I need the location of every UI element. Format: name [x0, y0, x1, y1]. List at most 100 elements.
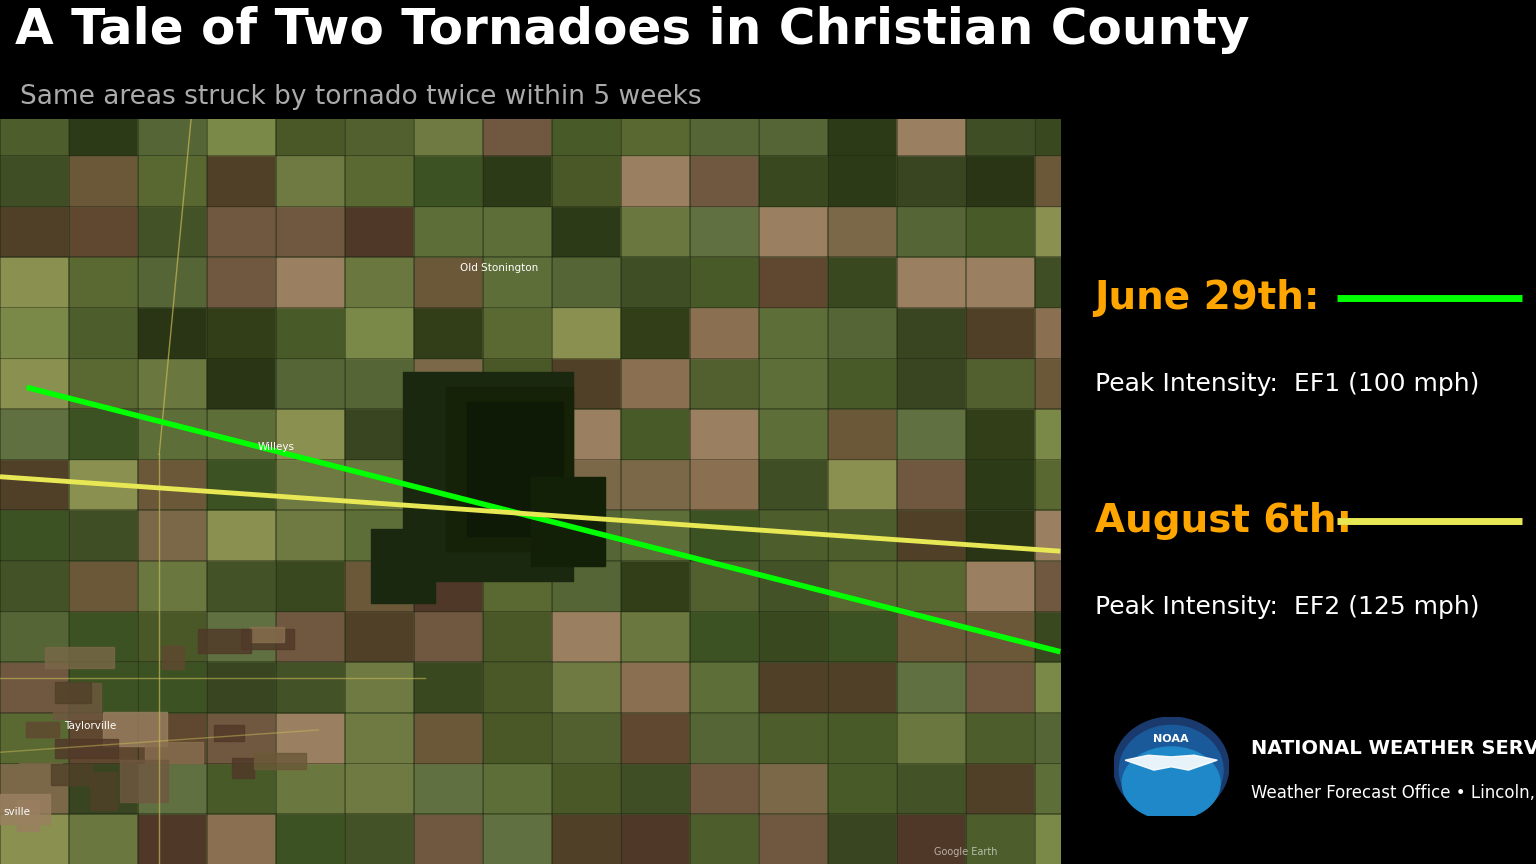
Bar	[346, 207, 412, 257]
Bar	[828, 410, 895, 459]
Bar	[551, 764, 619, 813]
Bar	[207, 714, 273, 763]
Bar	[138, 207, 204, 257]
Bar	[551, 257, 619, 307]
Bar	[1035, 815, 1101, 864]
Bar	[69, 308, 135, 358]
Bar	[346, 511, 412, 560]
Bar	[828, 562, 895, 611]
Bar	[138, 613, 204, 662]
Bar	[346, 105, 412, 155]
Bar	[828, 714, 895, 763]
Bar	[207, 663, 273, 712]
Text: NATIONAL WEATHER SERVICE: NATIONAL WEATHER SERVICE	[1252, 739, 1536, 758]
Bar	[91, 772, 117, 810]
Bar	[759, 207, 826, 257]
Bar	[966, 156, 1032, 206]
Bar	[897, 613, 963, 662]
Text: Google Earth: Google Earth	[934, 847, 997, 856]
Bar	[1035, 156, 1101, 206]
Bar	[828, 461, 895, 510]
Text: Same areas struck by tornado twice within 5 weeks: Same areas struck by tornado twice withi…	[20, 84, 702, 110]
Bar	[207, 257, 273, 307]
Bar	[0, 511, 68, 560]
Bar	[482, 562, 550, 611]
Bar	[207, 562, 273, 611]
Bar	[26, 722, 58, 737]
Bar	[207, 156, 273, 206]
Bar	[276, 410, 343, 459]
Bar	[1035, 410, 1101, 459]
Bar	[897, 562, 963, 611]
Bar	[138, 257, 204, 307]
Bar	[253, 753, 306, 769]
Ellipse shape	[1123, 746, 1220, 820]
Bar	[346, 613, 412, 662]
Bar	[551, 663, 619, 712]
Bar	[413, 308, 481, 358]
Bar	[690, 663, 757, 712]
Bar	[138, 156, 204, 206]
Bar	[346, 461, 412, 510]
Bar	[551, 359, 619, 408]
Bar	[276, 764, 343, 813]
Bar	[759, 764, 826, 813]
Bar	[69, 207, 135, 257]
Bar	[207, 764, 273, 813]
Bar	[138, 714, 204, 763]
Bar	[966, 562, 1032, 611]
Bar	[0, 764, 68, 813]
Bar	[551, 815, 619, 864]
Bar	[966, 461, 1032, 510]
Text: Peak Intensity:  EF1 (100 mph): Peak Intensity: EF1 (100 mph)	[1095, 372, 1479, 396]
Bar	[966, 511, 1032, 560]
Bar	[828, 207, 895, 257]
Bar	[551, 156, 619, 206]
Bar	[690, 156, 757, 206]
Bar	[0, 308, 68, 358]
Bar	[690, 562, 757, 611]
Bar	[55, 683, 91, 702]
Bar	[346, 815, 412, 864]
Bar	[138, 815, 204, 864]
Bar	[966, 764, 1032, 813]
Bar	[52, 683, 101, 719]
Bar	[551, 461, 619, 510]
Bar	[198, 629, 250, 652]
Bar	[759, 156, 826, 206]
Bar	[482, 105, 550, 155]
Bar	[276, 663, 343, 712]
Bar	[69, 105, 135, 155]
Bar	[69, 461, 135, 510]
Bar	[207, 207, 273, 257]
Bar	[207, 308, 273, 358]
Ellipse shape	[1114, 717, 1229, 816]
Bar	[482, 410, 550, 459]
Bar	[1035, 359, 1101, 408]
Bar	[690, 410, 757, 459]
Text: A Tale of Two Tornadoes in Christian County: A Tale of Two Tornadoes in Christian Cou…	[15, 6, 1250, 54]
Bar	[690, 359, 757, 408]
Bar	[346, 764, 412, 813]
Bar	[207, 410, 273, 459]
Bar	[759, 511, 826, 560]
Bar	[897, 308, 963, 358]
Bar	[690, 613, 757, 662]
Bar	[413, 461, 481, 510]
Bar	[621, 257, 688, 307]
Bar	[138, 511, 204, 560]
Bar	[690, 815, 757, 864]
Bar	[897, 714, 963, 763]
Bar	[413, 156, 481, 206]
Bar	[759, 613, 826, 662]
Bar	[759, 562, 826, 611]
Bar	[897, 410, 963, 459]
Bar	[551, 714, 619, 763]
Bar	[690, 511, 757, 560]
Bar	[69, 410, 135, 459]
Bar	[103, 712, 167, 746]
Bar	[1035, 764, 1101, 813]
Bar	[690, 257, 757, 307]
Bar	[0, 815, 68, 864]
Bar	[1035, 461, 1101, 510]
